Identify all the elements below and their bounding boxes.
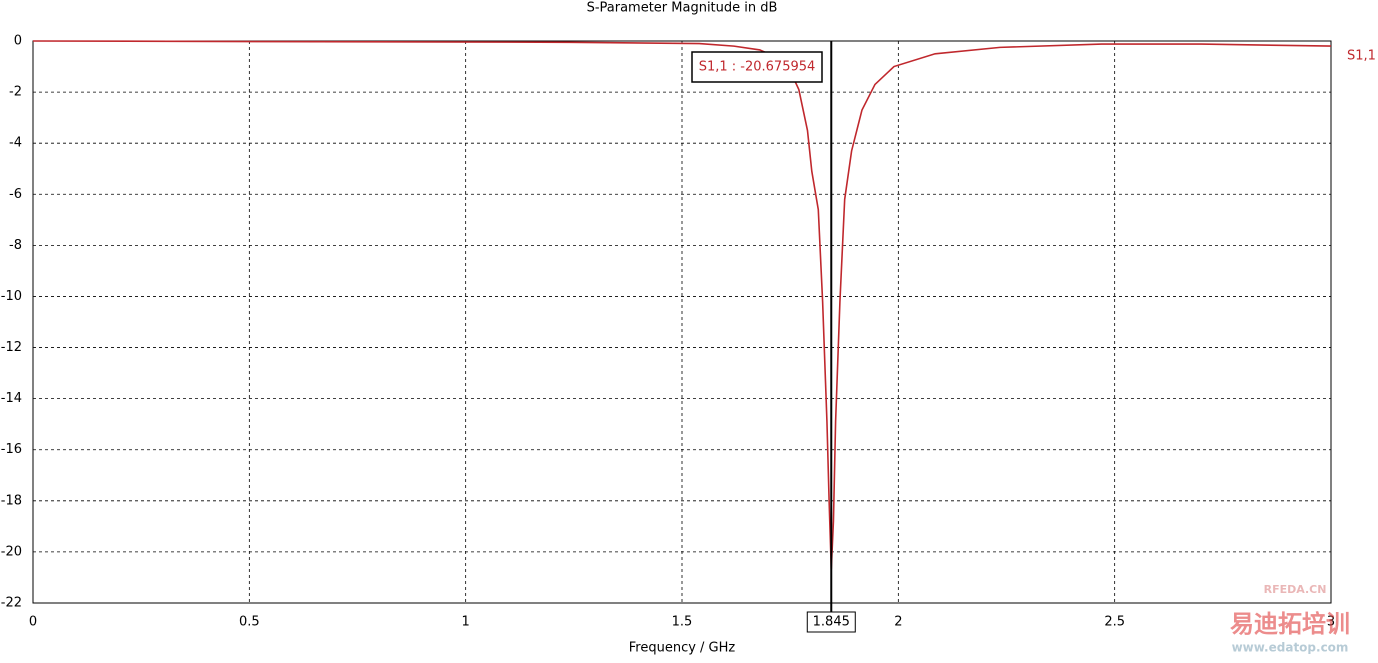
- y-tick-label: -14: [1, 391, 22, 406]
- y-tick-label: -4: [9, 136, 22, 151]
- y-tick-label: 0: [14, 34, 22, 49]
- watermark: RFEDA.CN: [1264, 583, 1327, 596]
- marker-x-box: [806, 611, 856, 633]
- x-tick-label: 1.5: [672, 615, 693, 630]
- chart-title: S-Parameter Magnitude in dB: [587, 1, 778, 16]
- marker-x-label: 1.845: [813, 615, 850, 630]
- x-tick-label: 0: [29, 615, 37, 630]
- watermark: www.edatop.com: [1232, 641, 1349, 655]
- marker-label-box: [691, 51, 823, 83]
- y-tick-label: -16: [1, 442, 22, 457]
- watermark: 易迪拓培训: [1230, 610, 1350, 638]
- y-tick-label: -18: [1, 493, 22, 508]
- y-tick-label: -6: [9, 187, 22, 202]
- x-tick-label: 3: [1327, 615, 1335, 630]
- legend-label: S1,1: [1347, 49, 1376, 64]
- y-tick-label: -10: [1, 289, 22, 304]
- x-tick-label: 1: [462, 615, 470, 630]
- y-tick-label: -2: [9, 85, 22, 100]
- y-tick-label: -8: [9, 238, 22, 253]
- y-tick-label: -22: [1, 596, 22, 611]
- y-tick-label: -12: [1, 340, 22, 355]
- x-tick-label: 2: [894, 615, 902, 630]
- x-tick-label: 2.5: [1104, 615, 1125, 630]
- x-axis-label: Frequency / GHz: [629, 641, 736, 656]
- marker-label: S1,1 : -20.675954: [699, 60, 816, 75]
- y-tick-label: -20: [1, 544, 22, 559]
- x-tick-label: 0.5: [239, 615, 260, 630]
- plot-border: [32, 40, 1332, 604]
